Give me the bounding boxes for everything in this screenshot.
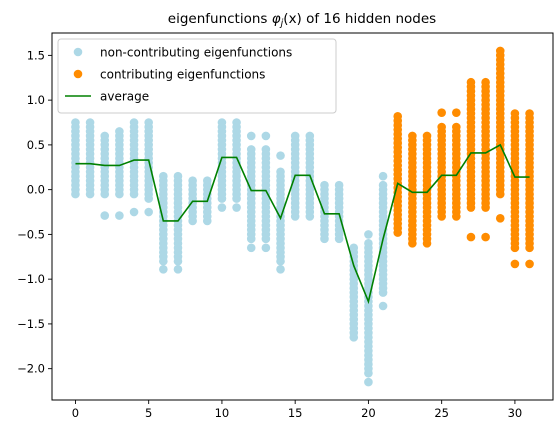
x-tick-label-25: 25 xyxy=(434,406,449,420)
legend-label-2: average xyxy=(100,90,149,104)
scatter-point-s0-x17-12 xyxy=(320,180,329,190)
scatter-point-s0-x12-21 xyxy=(246,131,256,141)
chart-title-suffix: of 16 hidden nodes xyxy=(302,11,436,27)
y-tick-label--1.5: −1.5 xyxy=(17,317,45,331)
y-tick-label-0.5: 0.5 xyxy=(27,138,45,152)
scatter-point-s0-x13-22 xyxy=(261,243,271,253)
scatter-point-s0-x14-22 xyxy=(276,265,285,274)
scatter-point-s0-x7-19 xyxy=(173,171,183,181)
chart-title-prefix: eigenfunctions xyxy=(168,11,272,27)
scatter-point-s0-x0-16 xyxy=(71,118,80,127)
scatter-point-s0-x12-20 xyxy=(246,145,256,154)
chart-title-arg: (x) xyxy=(283,11,302,27)
scatter-point-s1-x26-20 xyxy=(452,122,461,132)
y-tick-label-1: 1.0 xyxy=(27,93,45,107)
scatter-point-s1-x25-21 xyxy=(437,108,446,117)
scatter-point-s0-x5-18 xyxy=(144,207,153,217)
scatter-point-s1-x27-28 xyxy=(466,77,476,87)
scatter-point-s0-x1-16 xyxy=(85,118,95,127)
scatter-point-s0-x14-21 xyxy=(276,151,285,160)
legend-frame xyxy=(57,38,337,114)
scatter-point-s0-x21-26 xyxy=(378,301,388,311)
scatter-point-s0-x20-30 xyxy=(364,230,373,239)
scatter-point-s0-x18-12 xyxy=(334,180,344,190)
chart-title-phi: φ xyxy=(272,11,281,27)
scatter-point-s0-x20-31 xyxy=(364,377,373,387)
chart-title-sub: j xyxy=(279,18,284,29)
legend: non-contributing eigenfunctions contribut… xyxy=(57,38,337,114)
scatter-point-s0-x16-18 xyxy=(305,131,315,141)
scatter-point-s0-x2-13 xyxy=(100,131,110,141)
scatter-point-s0-x9-9 xyxy=(202,176,212,185)
scatter-point-s1-x31-30 xyxy=(525,109,534,118)
legend-label-0: non-contributing eigenfunctions xyxy=(100,46,292,60)
scatter-point-s0-x13-21 xyxy=(261,131,271,141)
plot-line xyxy=(75,143,530,305)
scatter-point-s1-x23-24 xyxy=(408,131,417,141)
scatter-point-s0-x11-17 xyxy=(232,118,241,127)
x-tick-label-5: 5 xyxy=(145,406,152,420)
scatter-point-s0-x5-17 xyxy=(144,118,153,127)
legend-marker-1 xyxy=(73,69,83,79)
x-tick-label-0: 0 xyxy=(72,406,79,420)
scatter-point-s1-x31-31 xyxy=(525,259,534,269)
scatter-point-s0-x3-15 xyxy=(115,211,124,220)
scatter-point-s0-x4-16 xyxy=(129,118,139,127)
scatter-point-s1-x28-29 xyxy=(481,232,490,242)
scatter-point-s0-x4-17 xyxy=(129,207,139,217)
y-tick-label-0: 0.0 xyxy=(27,183,45,197)
scatter-point-s0-x2-14 xyxy=(100,211,110,220)
scatter-point-s0-x7-20 xyxy=(173,265,183,274)
scatter-point-s0-x12-22 xyxy=(246,243,256,253)
scatter-point-s0-x10-17 xyxy=(217,118,227,127)
scatter-point-s1-x29-32 xyxy=(495,46,505,56)
scatter-point-s0-x6-20 xyxy=(159,265,168,274)
scatter-point-s0-x3-14 xyxy=(115,127,124,136)
plot-frame xyxy=(51,32,554,401)
scatter-point-s1-x30-30 xyxy=(510,109,520,118)
x-tick-label-30: 30 xyxy=(508,406,523,420)
average-line xyxy=(75,143,530,305)
scatter-point-s0-x19-20 xyxy=(349,243,359,253)
scatter-point-s0-x21-25 xyxy=(378,171,388,181)
y-tick-label--2: −2.0 xyxy=(17,362,45,376)
scatter-point-s1-x26-21 xyxy=(452,108,461,117)
scatter-point-s0-x20-29 xyxy=(364,239,373,248)
y-tick-label-1.5: 1.5 xyxy=(27,48,45,62)
scatter-point-s0-x15-18 xyxy=(290,131,300,141)
x-tick-label-15: 15 xyxy=(288,406,303,420)
chart-title: eigenfunctions φj(x) of 16 hidden nodes xyxy=(168,11,436,29)
legend-label-1: contributing eigenfunctions xyxy=(100,68,265,82)
scatter-point-s0-x6-19 xyxy=(159,171,168,181)
x-tick-label-20: 20 xyxy=(361,406,376,420)
legend-marker-0 xyxy=(73,47,83,57)
y-tick-label--0.5: −0.5 xyxy=(17,227,45,241)
scatter-point-s0-x10-18 xyxy=(217,203,227,212)
scatter-point-s0-x21-24 xyxy=(378,180,388,190)
scatter-point-s0-x11-18 xyxy=(232,203,241,212)
scatter-point-s1-x29-33 xyxy=(495,213,505,223)
y-axis: −2.0 −1.5 −1.0 −0.5 0.0 0.5 1.0 1.5 xyxy=(17,48,52,376)
scatter-point-s1-x27-29 xyxy=(466,232,476,242)
scatter-point-s0-x13-20 xyxy=(261,145,271,154)
scatter-point-s1-x25-20 xyxy=(437,122,446,132)
plot-points xyxy=(71,46,534,387)
scatter-point-s0-x14-20 xyxy=(276,167,285,177)
x-axis: 0 5 10 15 20 25 30 xyxy=(72,400,522,420)
scatter-point-s1-x30-31 xyxy=(510,259,520,269)
x-tick-label-10: 10 xyxy=(215,406,230,420)
scatter-point-s1-x22-26 xyxy=(393,111,403,121)
scatter-point-s1-x24-24 xyxy=(422,131,432,141)
scatter-point-s0-x8-9 xyxy=(188,176,197,185)
scatter-point-s1-x28-28 xyxy=(481,77,490,87)
y-tick-label--1: −1.0 xyxy=(17,272,45,286)
